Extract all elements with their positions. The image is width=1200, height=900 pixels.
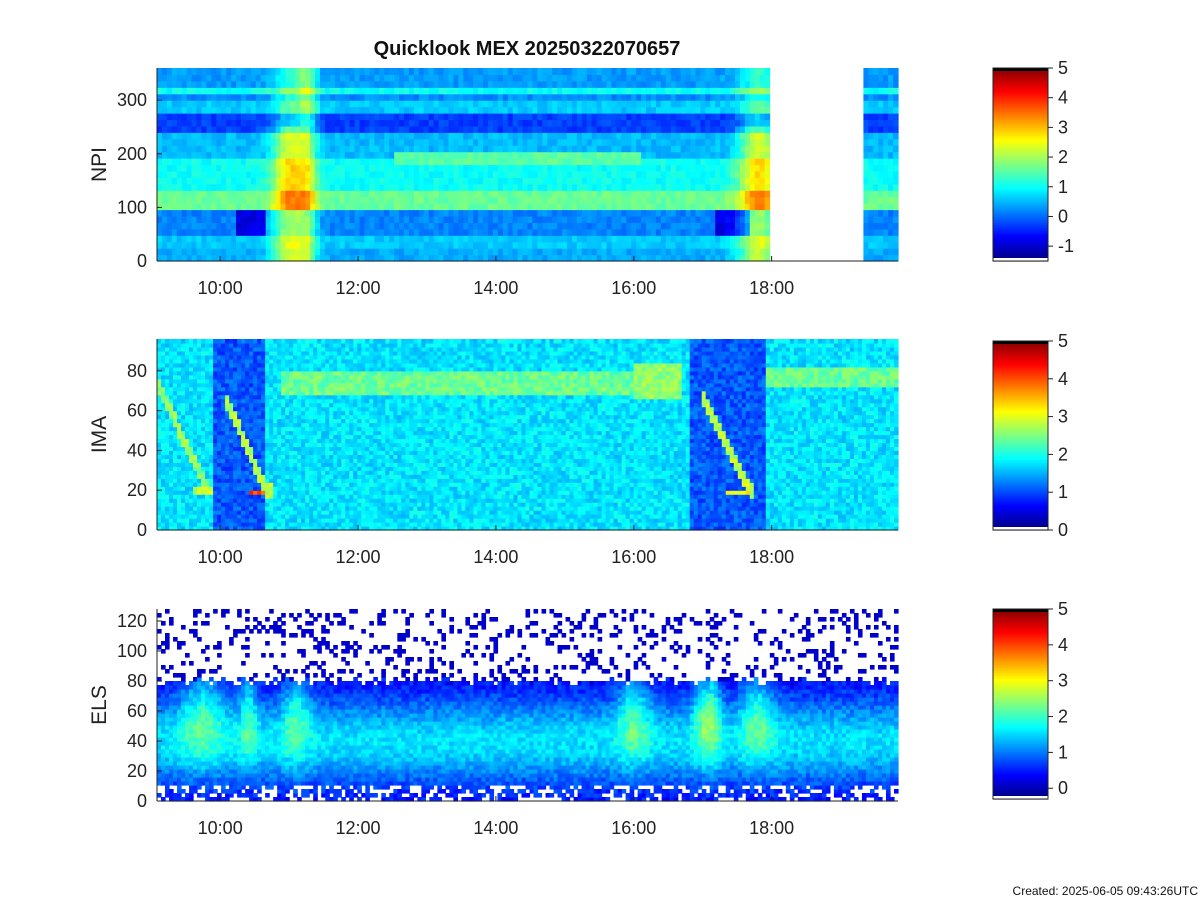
npi-xtick-label: 10:00 [198, 278, 243, 298]
npi-xtick-label: 14:00 [473, 278, 518, 298]
ima-colorbar-label: 2 [1058, 444, 1068, 464]
els-xtick-label: 10:00 [198, 818, 243, 838]
npi-colorbar: 5 4 3 2 1 0 -1 [992, 58, 1074, 262]
created-timestamp: Created: 2025-06-05 09:43:26UTC [1012, 884, 1198, 898]
ima-colorbar: 5 4 3 2 1 0 [992, 331, 1068, 540]
els-ytick-label: 80 [127, 671, 147, 691]
els-xtick-label: 14:00 [473, 818, 518, 838]
ima-heatmap [157, 339, 899, 531]
els-xtick-label: 12:00 [336, 818, 381, 838]
npi-colorbar-label: 2 [1058, 147, 1068, 167]
ima-ytick-label: 0 [137, 520, 147, 540]
ima-ytick-label: 40 [127, 440, 147, 460]
els-colorbar-label: 4 [1058, 635, 1068, 655]
ima-colorbar-label: 3 [1058, 407, 1068, 427]
ima-xtick-label: 10:00 [198, 547, 243, 567]
els-ytick-label: 20 [127, 761, 147, 781]
npi-ytick-label: 200 [117, 144, 147, 164]
ima-ytick-label: 60 [127, 401, 147, 421]
npi-ytick-label: 300 [117, 90, 147, 110]
chart-title: Quicklook MEX 20250322070657 [374, 38, 681, 60]
els-colorbar-label: 1 [1058, 742, 1068, 762]
els-ytick-label: 40 [127, 731, 147, 751]
ima-xtick-label: 14:00 [473, 547, 518, 567]
els-colorbar: 5 4 3 2 1 0 [992, 599, 1068, 800]
ima-colorbar-label: 4 [1058, 369, 1068, 389]
els-ytick-label: 120 [117, 611, 147, 631]
ima-colorbar-label: 1 [1058, 482, 1068, 502]
ima-ylabel: IMA [88, 416, 111, 453]
els-ylabel: ELS [88, 685, 111, 725]
els-colorbar-label: 3 [1058, 671, 1068, 691]
npi-panel: 0 100 200 300 10:00 12:00 14:00 16:00 18:00 NPI 5 4… [88, 58, 1074, 298]
npi-colorbar-label: 3 [1058, 117, 1068, 137]
ima-ytick-label: 20 [127, 480, 147, 500]
npi-colorbar-label: 0 [1058, 206, 1068, 226]
els-xtick-label: 16:00 [611, 818, 656, 838]
els-ytick-label: 60 [127, 701, 147, 721]
els-colorbar-label: 0 [1058, 778, 1068, 798]
els-heatmap [157, 609, 899, 802]
ima-xtick-label: 16:00 [611, 547, 656, 567]
ima-colorbar-label: 0 [1058, 520, 1068, 540]
els-colorbar-label: 2 [1058, 707, 1068, 727]
npi-colorbar-label: 5 [1058, 58, 1068, 78]
els-xtick-label: 18:00 [749, 818, 794, 838]
ima-xtick-label: 18:00 [749, 547, 794, 567]
npi-xtick-label: 12:00 [336, 278, 381, 298]
npi-ytick-label: 0 [137, 251, 147, 271]
ima-colorbar-label: 5 [1058, 331, 1068, 351]
npi-colorbar-label: 4 [1058, 88, 1068, 108]
npi-ytick-label: 100 [117, 197, 147, 217]
els-colorbar-label: 5 [1058, 599, 1068, 619]
npi-colorbar-label: 1 [1058, 177, 1068, 197]
els-ytick-label: 0 [137, 791, 147, 811]
ima-xtick-label: 12:00 [336, 547, 381, 567]
npi-heatmap [157, 68, 899, 262]
npi-colorbar-label: -1 [1058, 236, 1074, 256]
npi-xtick-label: 16:00 [611, 278, 656, 298]
npi-xtick-label: 18:00 [749, 278, 794, 298]
els-ytick-label: 100 [117, 641, 147, 661]
ima-ytick-label: 80 [127, 361, 147, 381]
npi-ylabel: NPI [88, 147, 111, 182]
